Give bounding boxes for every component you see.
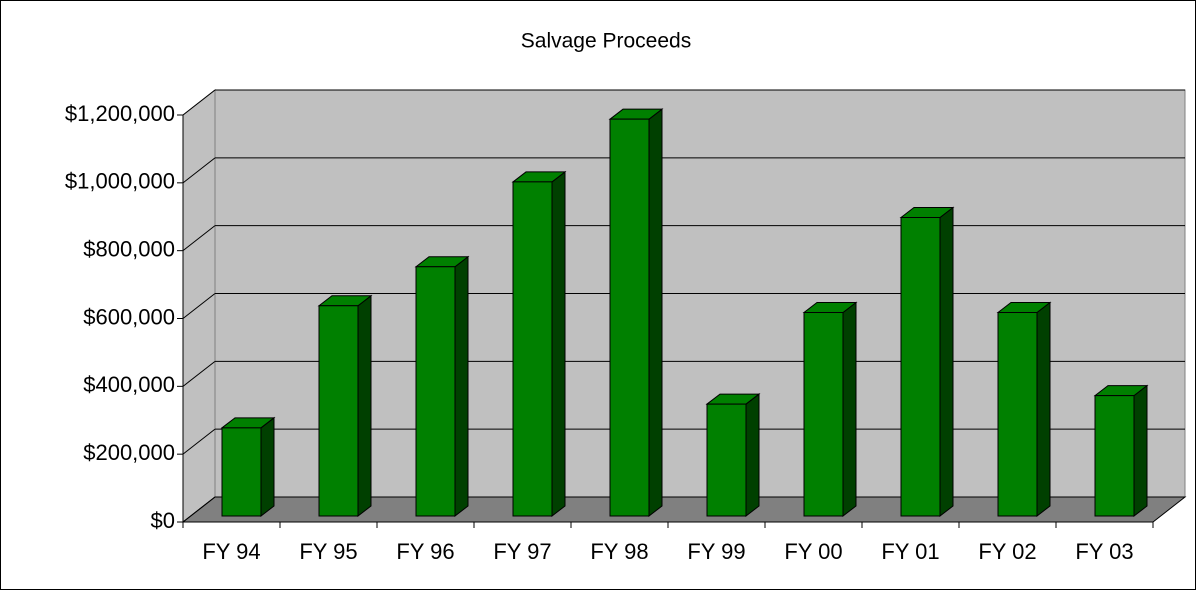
bar-side (551, 170, 566, 518)
x-tick-label: FY 03 (1075, 539, 1133, 564)
bar-front (609, 118, 650, 517)
x-tick-label: FY 00 (784, 539, 842, 564)
bar-side (260, 416, 275, 518)
bar-side (454, 255, 469, 518)
x-tick-label: FY 99 (687, 539, 745, 564)
grid-line-side (182, 496, 216, 523)
y-tick-label: $1,200,000 (65, 101, 175, 126)
bar (608, 108, 664, 518)
bar (1093, 384, 1149, 518)
bar-side (1133, 384, 1148, 518)
bar (317, 294, 373, 518)
bar (414, 255, 470, 518)
bar-side (1036, 301, 1051, 518)
bar-front (997, 312, 1038, 517)
x-tick-label: FY 98 (590, 539, 648, 564)
grid-line-side (182, 293, 216, 319)
bar-front (803, 312, 844, 517)
bar-front (318, 305, 359, 517)
bar-side (745, 393, 760, 518)
bar (705, 393, 761, 518)
x-tick-label: FY 95 (299, 539, 357, 564)
y-tick-label: $600,000 (83, 304, 175, 329)
y-tick-label: $1,000,000 (65, 169, 175, 194)
bar-side (357, 294, 372, 518)
y-tick-label: $200,000 (83, 440, 175, 465)
bar (996, 301, 1052, 518)
x-tick-label: FY 02 (978, 539, 1036, 564)
grid-line-side (182, 157, 216, 184)
bar-front (706, 403, 747, 517)
x-tick-label: FY 01 (881, 539, 939, 564)
y-tick-label: $0 (151, 508, 175, 533)
bar-front (415, 266, 456, 517)
bar (220, 416, 276, 518)
y-tick-label: $400,000 (83, 372, 175, 397)
bar (511, 170, 567, 518)
bar-front (900, 217, 941, 517)
bar-side (842, 301, 857, 518)
grid-line-side (182, 225, 216, 252)
x-tick-label: FY 94 (202, 539, 260, 564)
bar-side (939, 206, 954, 518)
grid-line-side (182, 428, 216, 455)
bar (802, 301, 858, 518)
chart-title: Salvage Proceeds (521, 30, 691, 53)
x-tick-label: FY 97 (493, 539, 551, 564)
grid-line-side (182, 89, 216, 116)
bar-front (512, 181, 553, 517)
bar-front (1094, 395, 1135, 517)
grid-line-side (182, 360, 216, 387)
bar-side (648, 108, 663, 518)
bar-front (221, 427, 262, 517)
x-tick-label: FY 96 (396, 539, 454, 564)
bar (899, 206, 955, 518)
y-tick-label: $800,000 (83, 236, 175, 261)
